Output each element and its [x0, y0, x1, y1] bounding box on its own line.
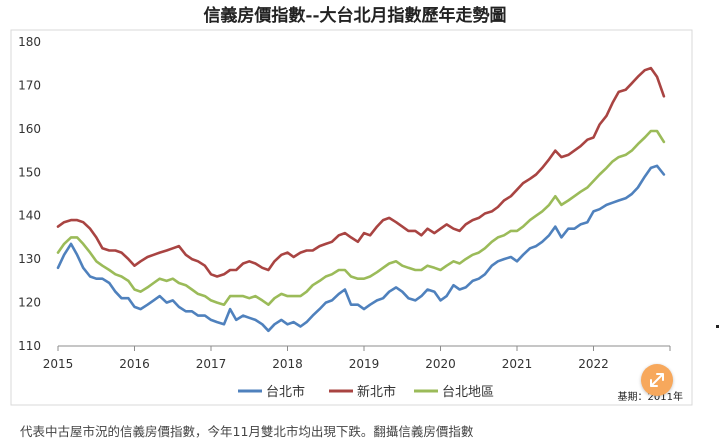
chart-title: 信義房價指數--大台北月指數歷年走勢圖 — [203, 5, 506, 26]
x-tick-label: 2020 — [425, 357, 456, 371]
x-axis: 2015 2016 2017 2018 2019 2020 2021 2022 — [43, 345, 671, 371]
series-line — [56, 66, 666, 278]
legend-label: 台北市 — [266, 384, 305, 400]
series-line — [56, 129, 666, 306]
y-tick-label: 180 — [18, 35, 41, 49]
x-tick-label: 2017 — [196, 357, 227, 371]
y-tick-label: 150 — [18, 165, 41, 179]
x-tick-label: 2015 — [43, 357, 74, 371]
x-tick-label: 2016 — [119, 357, 150, 371]
y-axis: 110 120 130 140 150 160 170 180 — [18, 35, 41, 353]
y-tick-label: 160 — [18, 122, 41, 136]
series-line — [56, 164, 666, 333]
legend: 台北市 新北市 台北地區 — [238, 384, 494, 400]
legend-label: 台北地區 — [442, 385, 494, 400]
legend-label: 新北市 — [357, 384, 396, 400]
y-tick-label: 130 — [18, 252, 41, 266]
y-tick-label: 140 — [18, 209, 41, 223]
image-caption: 代表中古屋市況的信義房價指數，今年11月雙北市均出現下跌。翻攝信義房價指數 — [20, 424, 474, 439]
expand-icon — [650, 373, 664, 387]
base-period-note: 基期：2011年 — [618, 390, 683, 403]
x-tick-label: 2021 — [502, 357, 533, 371]
series-lines — [56, 66, 666, 333]
x-tick-label: 2018 — [272, 357, 303, 371]
page-marker — [716, 325, 719, 328]
y-tick-label: 170 — [18, 78, 41, 92]
y-tick-label: 120 — [18, 296, 41, 310]
x-tick-label: 2019 — [349, 357, 380, 371]
expand-button[interactable] — [641, 364, 673, 396]
x-tick-label: 2022 — [578, 357, 609, 371]
y-tick-label: 110 — [18, 339, 41, 353]
plot-frame — [10, 29, 693, 406]
